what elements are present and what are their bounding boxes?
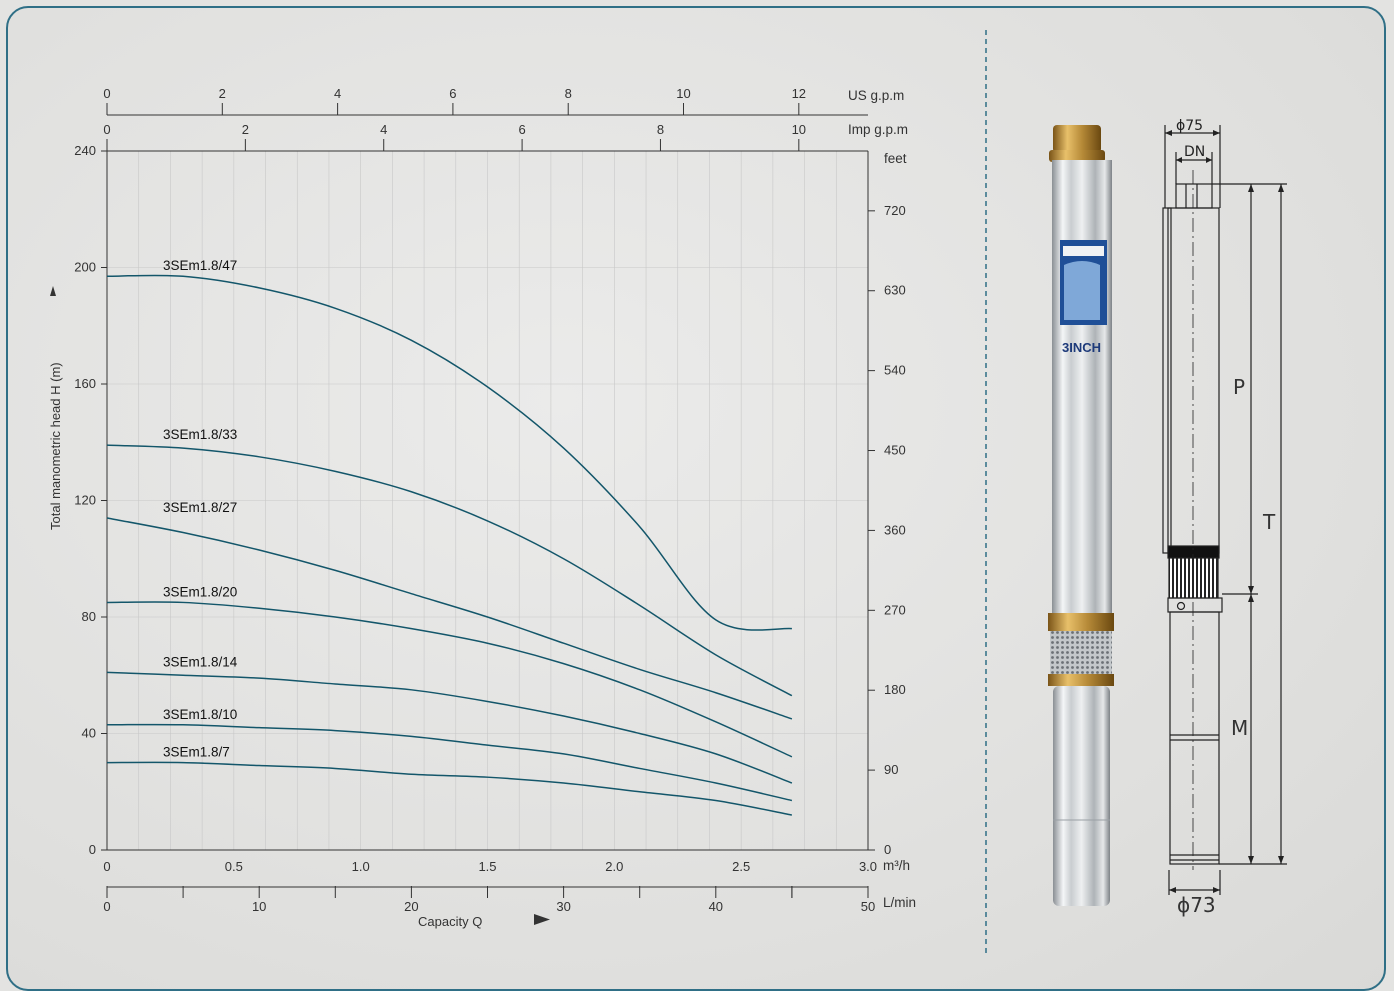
x-tick-label: 1.0 xyxy=(352,859,370,874)
x-tick-label: 3.0 xyxy=(859,859,877,874)
imp-tick-label: 6 xyxy=(518,122,525,137)
imp-tick-label: 4 xyxy=(380,122,387,137)
imp-tick-label: 8 xyxy=(657,122,664,137)
series-label: 3SEm1.8/27 xyxy=(163,500,237,515)
us-tick-label: 4 xyxy=(334,86,341,101)
series-label: 3SEm1.8/33 xyxy=(163,427,237,442)
lmin-tick-label: 0 xyxy=(103,899,110,914)
pump-photo: 3INCH xyxy=(1048,125,1114,906)
chart-frame xyxy=(6,6,1386,991)
series-curve xyxy=(106,444,793,697)
x-tick-label: 0 xyxy=(103,859,110,874)
feet-tick-label: 270 xyxy=(884,602,906,617)
us-tick-label: 6 xyxy=(449,86,456,101)
lmin-tick-label: 40 xyxy=(709,899,723,914)
feet-tick-label: 360 xyxy=(884,522,906,537)
imp-tick-label: 0 xyxy=(103,122,110,137)
series-curve xyxy=(106,517,793,720)
lmin-tick-label: 50 xyxy=(861,899,875,914)
series-label: 3SEm1.8/47 xyxy=(163,258,237,273)
dim-outlet: DN xyxy=(1184,144,1205,160)
feet-unit: feet xyxy=(884,151,907,166)
dim-motor-diameter: ϕ73 xyxy=(1177,893,1216,917)
y-tick-label: 240 xyxy=(74,143,96,158)
x-tick-label: 2.0 xyxy=(605,859,623,874)
us-tick-label: 2 xyxy=(219,86,226,101)
dimension-arrows xyxy=(1165,130,1284,893)
feet-tick-label: 540 xyxy=(884,363,906,378)
dim-pump-length: P xyxy=(1233,375,1245,399)
series-curve xyxy=(106,723,793,802)
feet-tick-label: 720 xyxy=(884,203,906,218)
series-curve xyxy=(106,274,792,631)
x-tick-label: 2.5 xyxy=(732,859,750,874)
y-tick-label: 0 xyxy=(89,842,96,857)
series-label: 3SEm1.8/20 xyxy=(163,584,237,599)
y-tick-label: 120 xyxy=(74,493,96,508)
imp-unit: Imp g.p.m xyxy=(848,122,908,137)
dim-motor-length: M xyxy=(1231,716,1248,740)
feet-tick-label: 630 xyxy=(884,283,906,298)
us-tick-label: 12 xyxy=(792,86,806,101)
y-tick-label: 40 xyxy=(82,726,96,741)
us-tick-label: 8 xyxy=(565,86,572,101)
pump-badge: 3INCH xyxy=(1062,340,1101,355)
x-unit: m³/h xyxy=(883,858,910,873)
series-curve xyxy=(106,761,793,816)
y-axis-title: Total manometric head H (m) xyxy=(48,362,63,530)
imp-tick-label: 10 xyxy=(792,122,806,137)
series-curve xyxy=(106,671,793,784)
dim-total-length: T xyxy=(1262,510,1276,534)
series-label: 3SEm1.8/14 xyxy=(163,654,238,669)
series-curve xyxy=(106,601,793,758)
lmin-tick-label: 30 xyxy=(556,899,570,914)
us-tick-label: 10 xyxy=(676,86,690,101)
feet-tick-label: 90 xyxy=(884,762,898,777)
imp-tick-label: 2 xyxy=(242,122,249,137)
lmin-unit: L/min xyxy=(883,895,916,910)
feet-tick-label: 450 xyxy=(884,443,906,458)
x-tick-label: 0.5 xyxy=(225,859,243,874)
lmin-tick-label: 20 xyxy=(404,899,418,914)
lmin-tick-label: 10 xyxy=(252,899,266,914)
feet-tick-label: 0 xyxy=(884,842,891,857)
y-tick-label: 80 xyxy=(82,609,96,624)
x-axis-arrow-icon xyxy=(534,914,550,925)
us-unit: US g.p.m xyxy=(848,88,904,103)
series-label: 3SEm1.8/7 xyxy=(163,745,230,760)
dim-outer-diameter: ϕ75 xyxy=(1176,118,1203,134)
dimension-drawing xyxy=(1162,125,1287,895)
y-tick-label: 160 xyxy=(74,376,96,391)
y-tick-label: 200 xyxy=(74,260,96,275)
y-axis-arrow-icon xyxy=(50,286,56,296)
feet-tick-label: 180 xyxy=(884,682,906,697)
x-tick-label: 1.5 xyxy=(478,859,496,874)
us-tick-label: 0 xyxy=(103,86,110,101)
x-axis-title: Capacity Q xyxy=(418,914,482,929)
series-label: 3SEm1.8/10 xyxy=(163,707,237,722)
